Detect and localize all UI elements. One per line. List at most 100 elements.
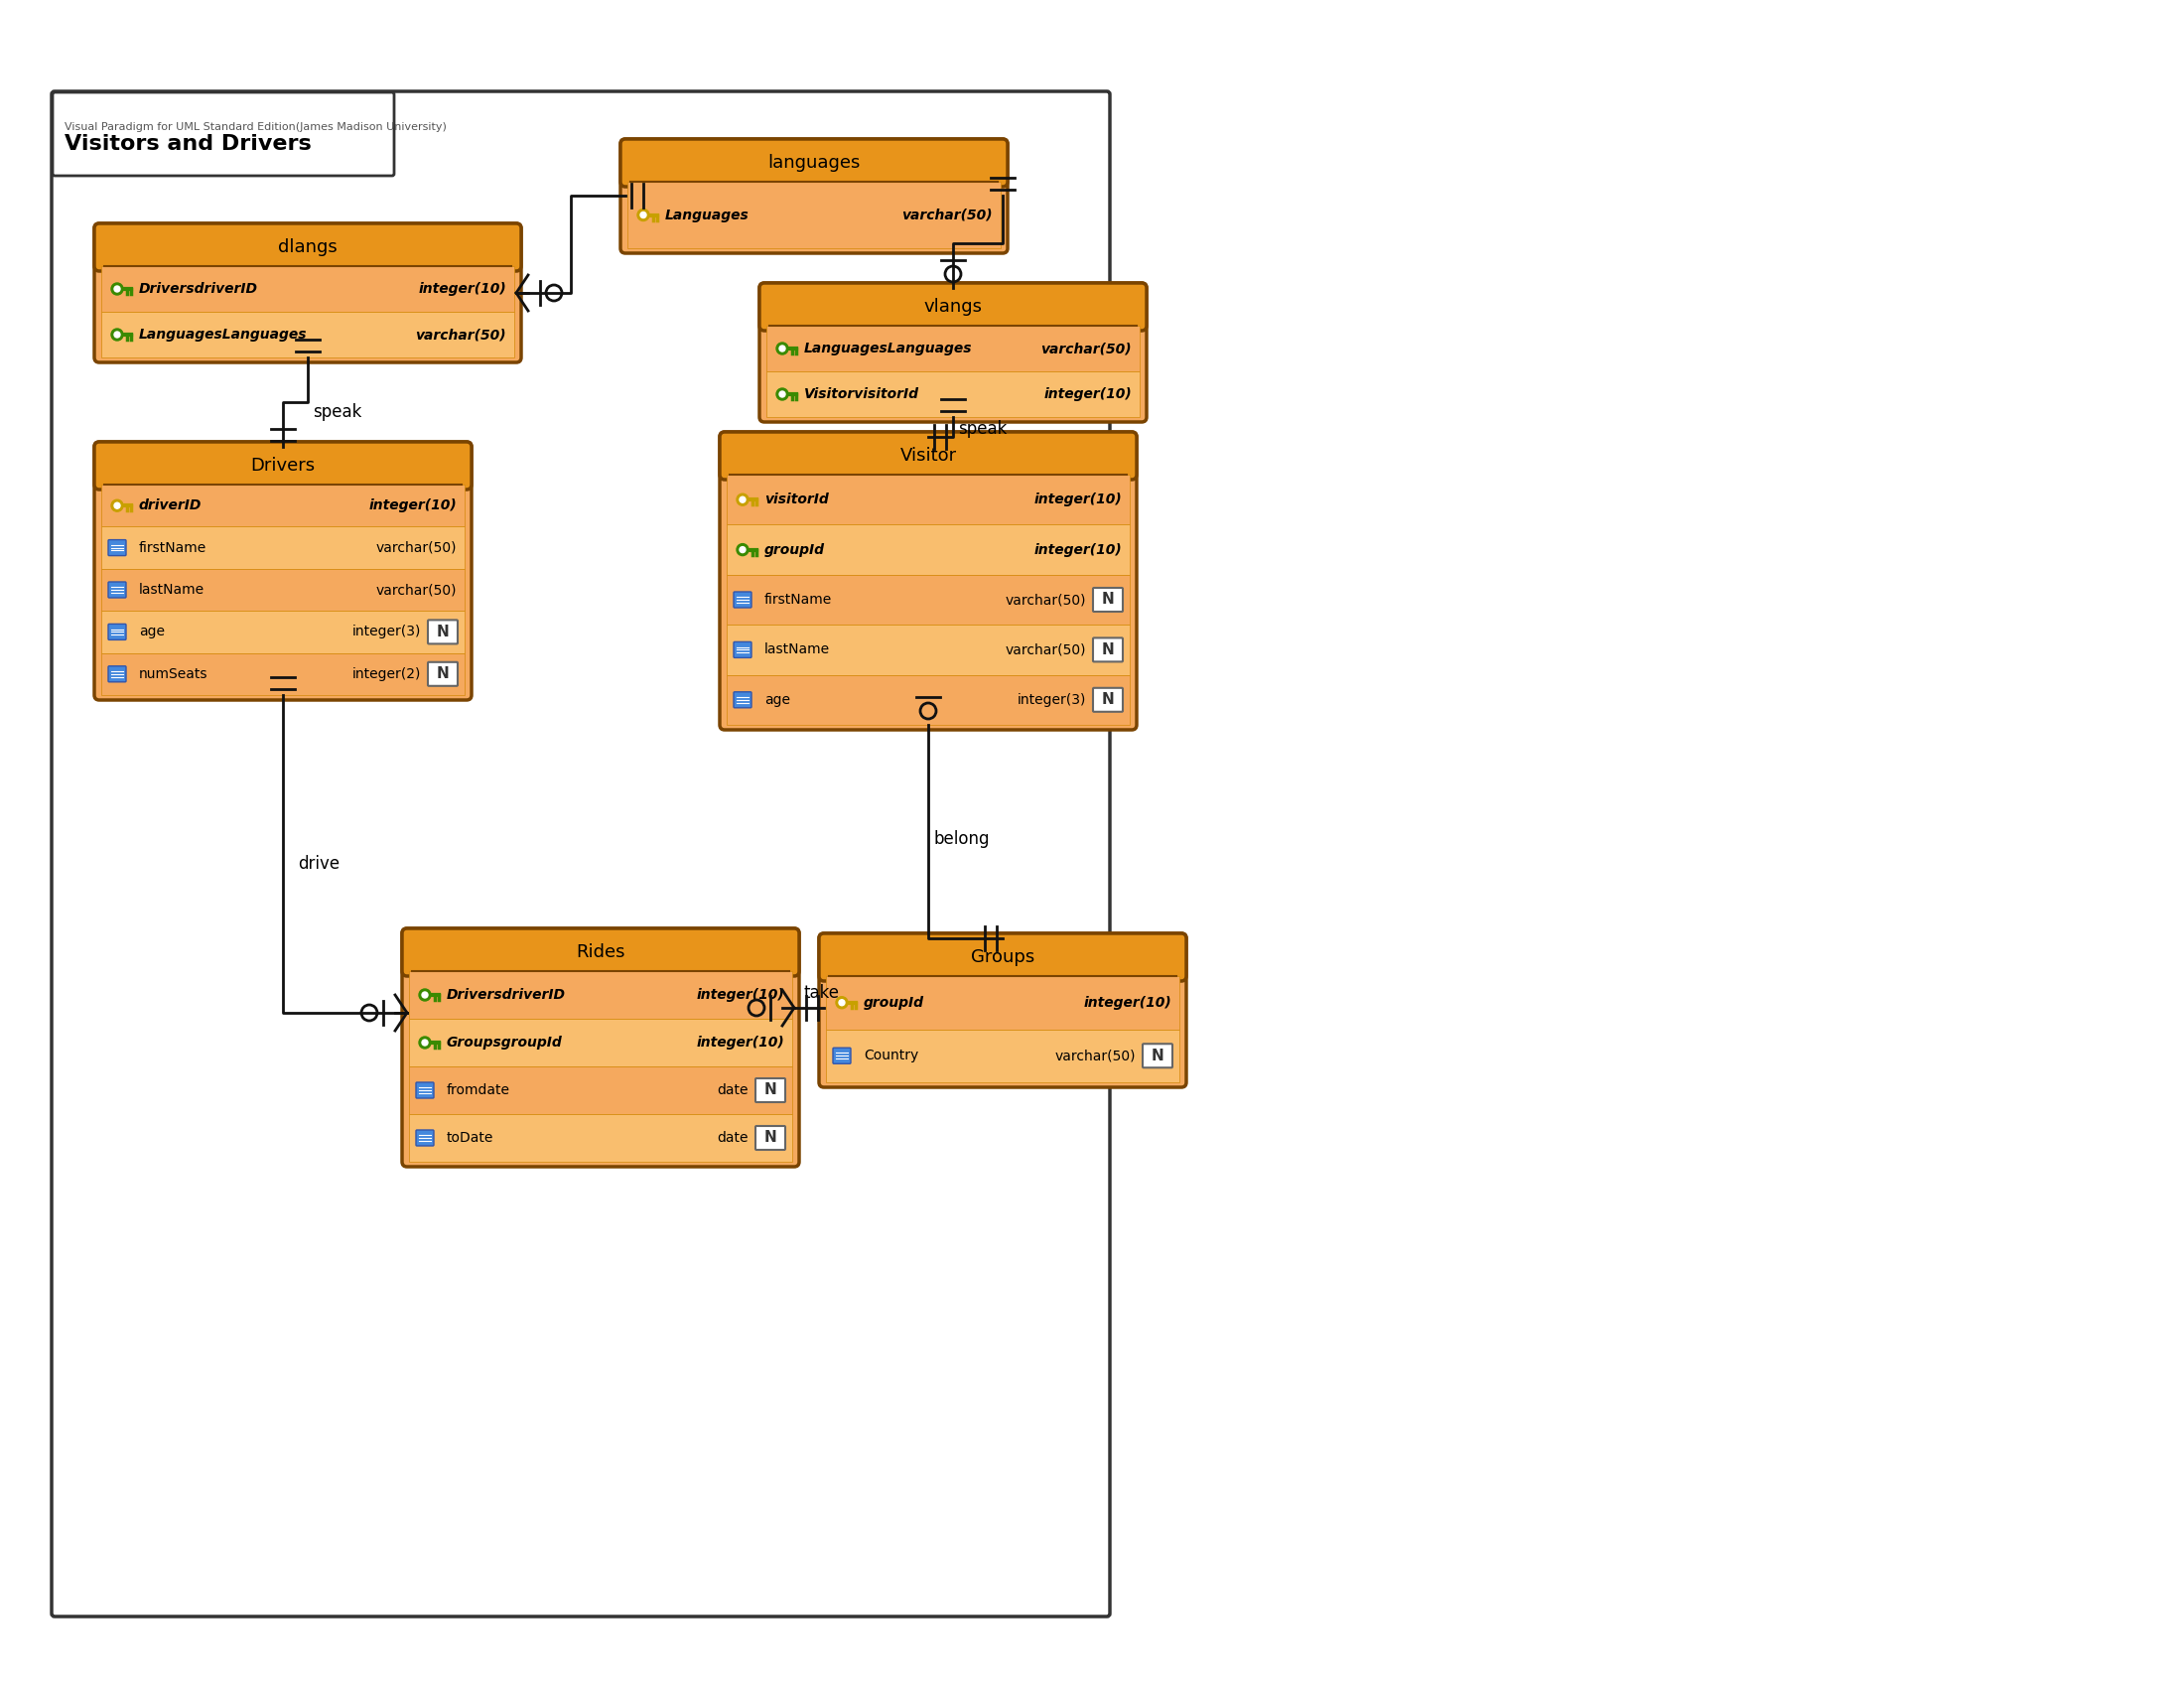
FancyBboxPatch shape [734, 592, 751, 608]
FancyBboxPatch shape [721, 432, 1136, 729]
FancyBboxPatch shape [402, 928, 799, 976]
Circle shape [422, 1040, 428, 1045]
FancyBboxPatch shape [109, 625, 127, 640]
Bar [100, 527, 465, 569]
Text: Visual Paradigm for UML Standard Edition(James Madison University): Visual Paradigm for UML Standard Edition… [66, 122, 446, 132]
Circle shape [111, 500, 122, 511]
Bar [826, 976, 1179, 1030]
Bar [100, 267, 513, 312]
Bar [408, 1114, 793, 1161]
Text: Drivers: Drivers [251, 457, 314, 474]
Bar [727, 675, 1129, 724]
Circle shape [114, 285, 120, 292]
Bar [408, 971, 793, 1020]
Text: Visitor: Visitor [900, 447, 957, 464]
Text: drive: drive [297, 854, 341, 873]
Bar [100, 653, 465, 695]
Circle shape [640, 213, 646, 218]
Bar [727, 525, 1129, 574]
Circle shape [780, 346, 786, 351]
Bar [408, 1020, 793, 1067]
FancyBboxPatch shape [819, 933, 1186, 1087]
Text: VisitorvisitorId: VisitorvisitorId [804, 387, 919, 402]
Text: groupId: groupId [764, 544, 826, 557]
Text: integer(10): integer(10) [369, 498, 456, 513]
Circle shape [419, 1036, 430, 1048]
Text: integer(10): integer(10) [1044, 387, 1131, 402]
Text: lastName: lastName [140, 582, 205, 598]
Bar [767, 371, 1140, 417]
FancyBboxPatch shape [415, 1129, 435, 1146]
Text: take: take [804, 984, 841, 1003]
Bar [727, 574, 1129, 625]
FancyBboxPatch shape [1092, 587, 1123, 611]
Text: N: N [764, 1131, 778, 1146]
Text: toDate: toDate [448, 1131, 494, 1144]
Text: N: N [1101, 643, 1114, 657]
FancyBboxPatch shape [428, 662, 459, 685]
Text: varchar(50): varchar(50) [902, 208, 994, 221]
Text: date: date [716, 1131, 749, 1144]
Text: speak: speak [959, 420, 1007, 437]
FancyBboxPatch shape [428, 619, 459, 643]
FancyBboxPatch shape [620, 138, 1007, 253]
Text: age: age [140, 625, 164, 638]
Text: DriversdriverID: DriversdriverID [140, 282, 258, 295]
FancyBboxPatch shape [721, 432, 1136, 479]
Text: varchar(50): varchar(50) [1055, 1048, 1136, 1063]
FancyBboxPatch shape [52, 91, 1109, 1617]
Text: N: N [1101, 692, 1114, 707]
Text: N: N [764, 1082, 778, 1097]
Text: integer(3): integer(3) [1018, 692, 1085, 707]
FancyBboxPatch shape [1092, 638, 1123, 662]
Text: firstName: firstName [140, 540, 207, 555]
Text: integer(3): integer(3) [352, 625, 422, 638]
Circle shape [111, 329, 122, 341]
Circle shape [775, 343, 788, 354]
Text: varchar(50): varchar(50) [1005, 592, 1085, 606]
Circle shape [736, 493, 749, 506]
Circle shape [736, 544, 749, 555]
Text: integer(10): integer(10) [1033, 544, 1123, 557]
Circle shape [111, 284, 122, 295]
Bar [727, 474, 1129, 525]
FancyBboxPatch shape [94, 223, 522, 272]
Text: languages: languages [769, 154, 860, 172]
Circle shape [422, 993, 428, 998]
Bar [727, 625, 1129, 675]
FancyBboxPatch shape [94, 223, 522, 363]
FancyBboxPatch shape [109, 582, 127, 598]
Circle shape [740, 496, 745, 503]
Text: N: N [437, 667, 450, 682]
Text: integer(2): integer(2) [352, 667, 422, 680]
Bar [100, 611, 465, 653]
Text: integer(10): integer(10) [1033, 493, 1123, 506]
Text: N: N [437, 625, 450, 640]
FancyBboxPatch shape [94, 442, 472, 490]
Circle shape [114, 503, 120, 508]
Text: vlangs: vlangs [924, 297, 983, 316]
Text: N: N [1151, 1048, 1164, 1063]
FancyBboxPatch shape [52, 93, 393, 176]
Text: date: date [716, 1084, 749, 1097]
Text: firstName: firstName [764, 592, 832, 606]
Text: LanguagesLanguages: LanguagesLanguages [804, 341, 972, 356]
Text: varchar(50): varchar(50) [1005, 643, 1085, 657]
Circle shape [836, 996, 847, 1009]
Text: belong: belong [933, 830, 989, 847]
FancyBboxPatch shape [819, 933, 1186, 981]
Text: Visitors and Drivers: Visitors and Drivers [66, 133, 312, 154]
Circle shape [839, 999, 845, 1006]
Bar [100, 484, 465, 527]
Text: LanguagesLanguages: LanguagesLanguages [140, 327, 308, 341]
Text: varchar(50): varchar(50) [1042, 341, 1131, 356]
FancyBboxPatch shape [734, 692, 751, 707]
FancyBboxPatch shape [620, 138, 1007, 187]
Bar [100, 569, 465, 611]
Text: integer(10): integer(10) [697, 987, 784, 1003]
Text: integer(10): integer(10) [697, 1036, 784, 1050]
Bar [100, 312, 513, 358]
FancyBboxPatch shape [756, 1079, 786, 1102]
Circle shape [114, 331, 120, 338]
Text: N: N [1101, 592, 1114, 608]
